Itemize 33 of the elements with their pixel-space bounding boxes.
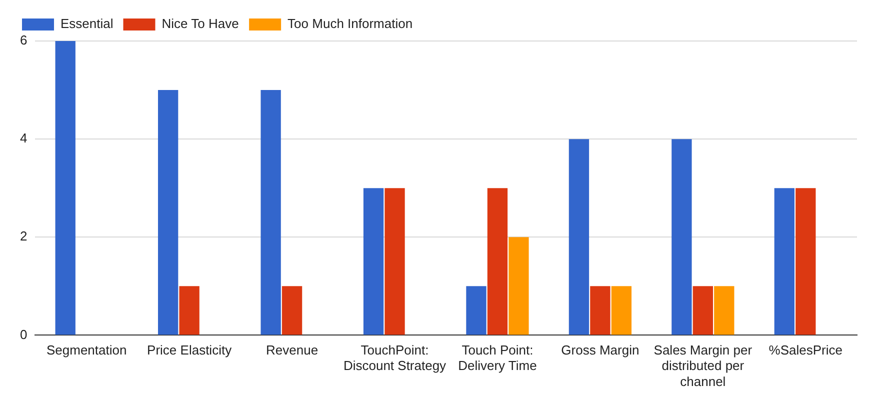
y-tick-label: 2 [20,228,28,244]
x-tick-label: Touch Point: Delivery Time [458,342,537,374]
x-tick-label: Sales Margin per distributed per channel [654,342,753,389]
y-tick-label: 4 [20,130,28,146]
bar [796,188,816,335]
bar [774,188,794,335]
x-tick-label: TouchPoint: Discount Strategy [343,342,447,374]
x-tick-label: %SalesPrice [768,342,842,358]
bar [466,286,486,335]
bar [508,237,529,335]
bar [55,41,76,335]
x-tick-label: Price Elasticity [147,342,232,358]
legend-label: Nice To Have [162,16,239,32]
bar [179,286,200,335]
x-tick-label: Gross Margin [561,342,640,358]
bar [672,139,692,335]
bar [158,90,178,335]
y-tick-label: 0 [20,326,28,342]
bar [363,188,384,335]
bar [260,90,281,335]
bar [487,188,508,335]
bar [714,286,734,335]
bar [590,286,610,335]
bar [568,139,590,335]
x-tick-label: Segmentation [46,342,127,358]
bar [282,286,302,335]
bar [384,188,405,335]
x-tick-label: Revenue [266,342,318,358]
legend-label: Essential [60,16,114,32]
legend-label: Too Much Information [288,16,413,32]
bar [692,286,713,335]
bar [611,286,632,335]
y-tick-label: 6 [20,32,28,48]
